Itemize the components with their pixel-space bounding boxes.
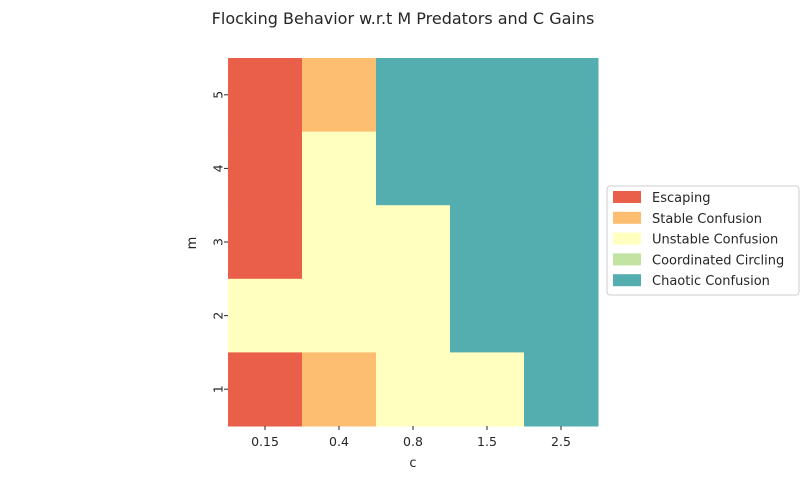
heatmap-cell [228, 278, 303, 353]
heatmap-cell [376, 131, 451, 206]
legend-swatch [613, 253, 641, 266]
heatmap-cell [524, 352, 599, 427]
x-tick-label: 1.5 [477, 434, 497, 449]
y-tick-label: 1 [211, 385, 226, 393]
heatmap-cell [524, 58, 599, 133]
legend: Escaping Stable Confusion Unstable Confusi… [606, 185, 800, 296]
y-tick-label: 3 [211, 238, 226, 246]
heatmap-cell [450, 278, 525, 353]
legend-swatch [613, 274, 641, 287]
x-tick-label: 0.4 [329, 434, 349, 449]
legend-swatch [613, 191, 641, 203]
heatmap-cell [376, 278, 451, 353]
x-axis-label: c [409, 456, 416, 471]
heatmap-cell [302, 58, 377, 133]
y-tick-label: 4 [211, 164, 226, 172]
legend-entry-label: Coordinated Circling [652, 253, 784, 268]
heatmap-cells [228, 58, 599, 427]
heatmap-cell [524, 131, 599, 206]
heatmap-cell [228, 352, 303, 427]
x-tick-label: 0.8 [403, 434, 423, 449]
legend-swatch [613, 232, 641, 245]
heatmap-cell [450, 205, 525, 280]
heatmap-cell [376, 58, 451, 133]
legend-entry-label: Unstable Confusion [652, 233, 778, 248]
y-axis-ticks: 5 4 3 2 1 [211, 91, 228, 393]
heatmap-cell [228, 131, 303, 206]
y-tick-label: 5 [211, 91, 226, 99]
chart-title: Flocking Behavior w.r.t M Predators and … [212, 9, 595, 28]
x-tick-label: 2.5 [551, 434, 571, 449]
heatmap-cell [450, 58, 525, 133]
heatmap-cell [450, 131, 525, 206]
heatmap-cell [228, 205, 303, 280]
heatmap-cell [302, 278, 377, 353]
heatmap-cell [302, 205, 377, 280]
heatmap-cell [450, 352, 525, 427]
heatmap-cell [524, 278, 599, 353]
legend-swatch [613, 211, 641, 224]
legend-entry-label: Chaotic Confusion [652, 274, 770, 289]
legend-entry-label: Escaping [652, 191, 710, 206]
y-axis-label: m [185, 237, 200, 250]
legend-entry-label: Stable Confusion [652, 212, 762, 227]
heatmap-cell [524, 205, 599, 280]
heatmap-cell [376, 352, 451, 427]
heatmap-cell [302, 131, 377, 206]
y-tick-label: 2 [211, 312, 226, 320]
heatmap-cell [302, 352, 377, 427]
legend-frame [606, 185, 800, 296]
x-axis-ticks: 0.15 0.4 0.8 1.5 2.5 [251, 426, 571, 449]
heatmap-cell [228, 58, 303, 133]
heatmap-cell [376, 205, 451, 280]
x-tick-label: 0.15 [251, 434, 279, 449]
